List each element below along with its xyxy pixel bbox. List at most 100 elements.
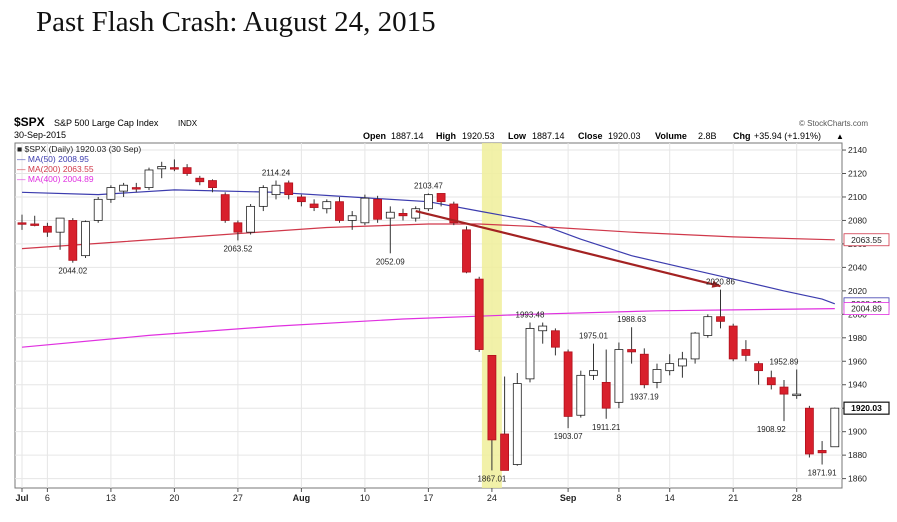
quote-high-value: 1920.53	[462, 131, 495, 141]
annotation-label: 1911.21	[592, 423, 621, 432]
price-box	[843, 233, 890, 247]
candle-body	[589, 370, 598, 376]
annotation-label: 2020.86	[706, 278, 735, 287]
price-box-label: 1920.03	[851, 403, 882, 413]
candle-body	[741, 349, 751, 356]
candle-body	[512, 383, 522, 465]
candle-body	[690, 332, 700, 360]
legend-entry: ■ $SPX (Daily) 1920.03 (30 Sep)	[17, 144, 141, 154]
y-tick-label: 2120	[848, 169, 867, 179]
candle-body	[309, 203, 319, 208]
y-tick-label: 2140	[848, 145, 867, 155]
x-tick-label: Sep	[560, 493, 577, 503]
candle-body	[220, 194, 230, 221]
annotation-label: 1867.01	[477, 474, 506, 483]
candle-body	[157, 166, 167, 170]
candle-body	[639, 353, 649, 386]
candles	[17, 159, 840, 471]
quote-volume-label: Volume	[655, 131, 687, 141]
x-tick-label: 24	[487, 493, 497, 503]
candle-body	[296, 196, 306, 203]
candle-body	[373, 198, 383, 220]
candle-body	[716, 316, 725, 322]
candle-body	[551, 330, 560, 348]
candle-body	[258, 187, 268, 207]
candle-body	[703, 316, 713, 336]
y-tick-label: 2020	[848, 286, 867, 296]
candle-body	[487, 354, 497, 441]
candle-body	[754, 363, 763, 372]
candle-body	[360, 197, 370, 224]
quote-chg-arrow: ▲	[836, 132, 844, 141]
candle-body	[601, 381, 611, 409]
candle-body	[246, 205, 256, 233]
x-tick-label: 13	[106, 493, 116, 503]
annotation-label: 1988.63	[617, 315, 646, 324]
y-tick-label: 1960	[848, 356, 867, 366]
y-tick-label: 1940	[848, 380, 867, 390]
x-axis: Jul 6 13 20 27 Aug 10 17 24 Sep 8 14 21 28	[15, 488, 802, 503]
legend-entry: — MA(50) 2008.95	[17, 154, 89, 164]
candle-body	[474, 278, 484, 350]
price-box-label: 2004.89	[851, 304, 882, 314]
ma-line	[21, 189, 836, 305]
x-tick-label: 17	[423, 493, 433, 503]
annotation-label: 1952.89	[770, 357, 799, 366]
candle-body	[271, 184, 281, 196]
candle-body	[284, 182, 294, 196]
price-box	[843, 302, 890, 315]
candle-body	[728, 325, 738, 360]
x-tick-label: Aug	[293, 493, 311, 503]
price-box	[843, 401, 890, 415]
trend-arrow	[415, 209, 721, 288]
candle-body	[81, 221, 90, 257]
candle-body	[423, 194, 433, 210]
candle-body	[68, 220, 78, 261]
candle-body	[119, 184, 128, 192]
annotation-label: 1993.48	[516, 311, 545, 320]
candle-body	[830, 407, 840, 448]
annotation-label: 1937.19	[630, 392, 659, 401]
candle-body	[182, 167, 192, 174]
candle-body	[131, 187, 141, 190]
candle-body	[43, 225, 52, 233]
chart-date: 30-Sep-2015	[14, 130, 66, 140]
x-tick-label: 8	[616, 493, 621, 503]
candle-body	[30, 223, 40, 226]
candle-body	[208, 180, 217, 188]
candle-body	[195, 177, 205, 183]
candle-body	[563, 351, 573, 417]
chart-exchange: INDX	[178, 119, 198, 128]
candle-body	[398, 213, 408, 217]
annotation-label: 2103.47	[414, 181, 443, 190]
candle-body	[17, 222, 27, 225]
annotation-label: 2063.52	[223, 244, 252, 253]
trend-arrow-line	[415, 209, 721, 288]
candle-body	[55, 217, 65, 233]
y-tick-label: 1900	[848, 427, 867, 437]
candle-body	[500, 433, 510, 471]
y-tick-label: 1980	[848, 333, 867, 343]
x-tick-label: 10	[360, 493, 370, 503]
candle-body	[322, 201, 332, 210]
x-tick-label: 14	[665, 493, 675, 503]
quote-close-value: 1920.03	[608, 131, 641, 141]
quote-low-label: Low	[508, 131, 527, 141]
candle-body	[576, 374, 586, 416]
candle-body	[169, 167, 179, 170]
chart-legend: ■ $SPX (Daily) 1920.03 (30 Sep)— MA(50) …	[17, 144, 141, 184]
candle-body	[614, 349, 624, 403]
y-tick-label: 2100	[848, 192, 867, 202]
slide-title: Past Flash Crash: August 24, 2015	[36, 6, 436, 38]
annotation-label: 1871.91	[808, 469, 837, 478]
candle-body	[335, 201, 344, 221]
candle-body	[792, 393, 802, 397]
chart-symbol: $SPX	[14, 115, 45, 129]
x-tick-label: 21	[728, 493, 738, 503]
candle-body	[665, 363, 675, 372]
quote-low-value: 1887.14	[532, 131, 565, 141]
candle-body	[678, 358, 687, 367]
annotation-label: 1908.92	[757, 425, 786, 434]
candle-body	[462, 229, 471, 273]
